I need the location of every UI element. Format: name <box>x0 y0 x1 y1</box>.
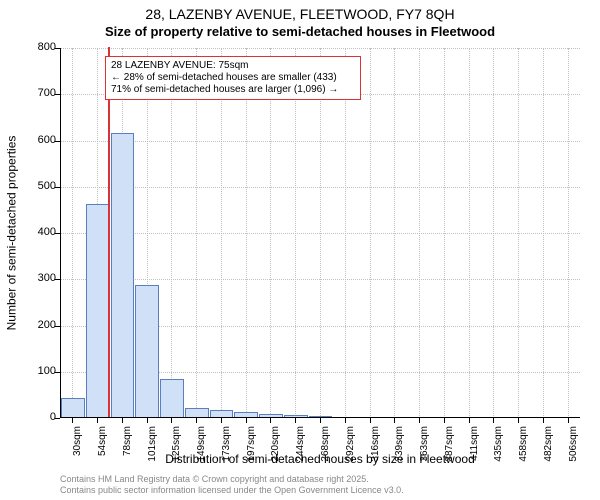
x-tick-label: 292sqm <box>345 426 356 476</box>
x-tick-mark <box>345 418 346 423</box>
x-tick-mark <box>196 418 197 423</box>
x-tick-mark <box>493 418 494 423</box>
x-tick-mark <box>221 418 222 423</box>
chart-container: 28, LAZENBY AVENUE, FLEETWOOD, FY7 8QH S… <box>0 0 600 500</box>
histogram-bar <box>210 410 234 417</box>
y-tick-label: 500 <box>16 180 56 192</box>
histogram-bar <box>259 414 283 417</box>
y-tick-label: 800 <box>16 41 56 53</box>
x-tick-label: 78sqm <box>122 426 133 476</box>
x-tick-label: 101sqm <box>147 426 158 476</box>
x-tick-mark <box>246 418 247 423</box>
x-tick-label: 339sqm <box>394 426 405 476</box>
x-tick-label: 411sqm <box>469 426 480 476</box>
x-tick-label: 125sqm <box>171 426 182 476</box>
x-tick-label: 458sqm <box>518 426 529 476</box>
x-tick-mark <box>270 418 271 423</box>
x-tick-label: 244sqm <box>295 426 306 476</box>
annotation-line: ← 28% of semi-detached houses are smalle… <box>111 72 355 84</box>
annotation-line: 28 LAZENBY AVENUE: 75sqm <box>111 60 355 72</box>
y-tick-label: 0 <box>16 411 56 423</box>
x-tick-mark <box>394 418 395 423</box>
plot-area <box>60 48 580 418</box>
histogram-bar <box>284 415 308 417</box>
x-tick-mark <box>171 418 172 423</box>
y-tick-label: 200 <box>16 319 56 331</box>
attribution-line2: Contains public sector information licen… <box>60 485 404 496</box>
x-tick-label: 387sqm <box>444 426 455 476</box>
x-tick-label: 435sqm <box>493 426 504 476</box>
x-tick-mark <box>72 418 73 423</box>
x-tick-label: 482sqm <box>543 426 554 476</box>
highlight-line <box>108 47 110 417</box>
x-tick-mark <box>295 418 296 423</box>
chart-title-address: 28, LAZENBY AVENUE, FLEETWOOD, FY7 8QH <box>0 6 600 22</box>
x-tick-mark <box>543 418 544 423</box>
x-tick-label: 268sqm <box>320 426 331 476</box>
histogram-bar <box>185 408 209 417</box>
x-tick-mark <box>147 418 148 423</box>
x-tick-label: 197sqm <box>246 426 257 476</box>
histogram-bar <box>160 379 184 417</box>
x-tick-label: 30sqm <box>72 426 83 476</box>
x-tick-mark <box>97 418 98 423</box>
histogram-bar <box>111 133 135 417</box>
x-tick-label: 149sqm <box>196 426 207 476</box>
x-tick-label: 363sqm <box>419 426 430 476</box>
attribution-line1: Contains HM Land Registry data © Crown c… <box>60 474 404 485</box>
x-tick-mark <box>370 418 371 423</box>
y-tick-label: 400 <box>16 226 56 238</box>
x-tick-mark <box>320 418 321 423</box>
y-tick-label: 600 <box>16 134 56 146</box>
x-tick-mark <box>568 418 569 423</box>
histogram-bar <box>309 416 333 417</box>
x-tick-mark <box>419 418 420 423</box>
x-axis-label: Distribution of semi-detached houses by … <box>60 452 580 466</box>
histogram-bar <box>234 412 258 417</box>
x-tick-mark <box>122 418 123 423</box>
y-tick-label: 100 <box>16 365 56 377</box>
x-tick-label: 173sqm <box>221 426 232 476</box>
x-tick-label: 316sqm <box>370 426 381 476</box>
x-tick-label: 506sqm <box>568 426 579 476</box>
x-tick-label: 220sqm <box>270 426 281 476</box>
x-tick-mark <box>518 418 519 423</box>
y-tick-mark <box>55 418 60 419</box>
x-tick-mark <box>469 418 470 423</box>
x-tick-mark <box>444 418 445 423</box>
x-tick-label: 54sqm <box>97 426 108 476</box>
histogram-bar <box>135 285 159 417</box>
annotation-line: 71% of semi-detached houses are larger (… <box>111 84 355 96</box>
annotation-box: 28 LAZENBY AVENUE: 75sqm← 28% of semi-de… <box>105 56 361 100</box>
y-tick-label: 300 <box>16 272 56 284</box>
histogram-bar <box>61 398 85 417</box>
y-tick-label: 700 <box>16 87 56 99</box>
chart-title-subtitle: Size of property relative to semi-detach… <box>0 24 600 39</box>
histogram-bar <box>86 204 110 417</box>
attribution-text: Contains HM Land Registry data © Crown c… <box>60 474 404 496</box>
